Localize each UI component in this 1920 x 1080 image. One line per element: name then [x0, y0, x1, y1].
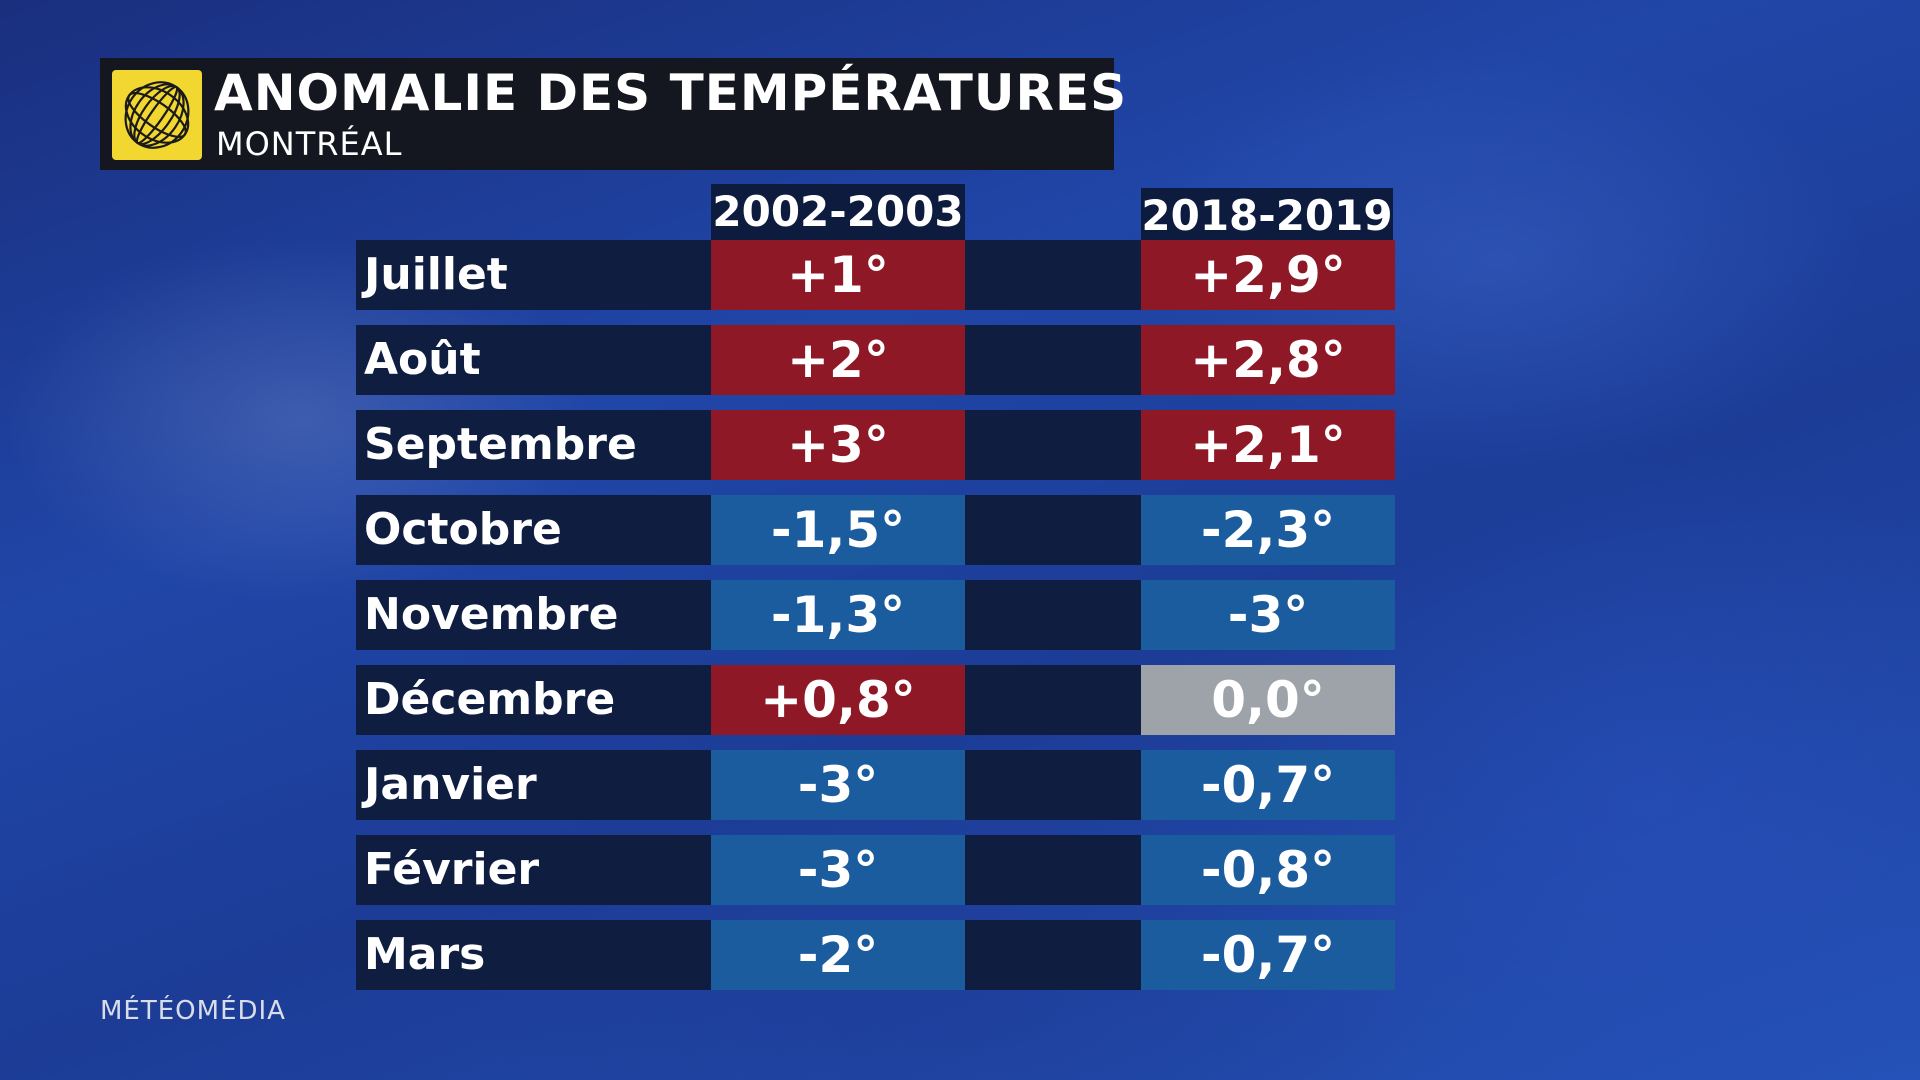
value-cell-2018-2019: -3°	[1141, 580, 1395, 650]
row-spacer	[965, 580, 1141, 650]
value-cell-2018-2019: +2,9°	[1141, 240, 1395, 310]
row-spacer	[965, 835, 1141, 905]
row-spacer	[965, 410, 1141, 480]
value-cell-2018-2019: -2,3°	[1141, 495, 1395, 565]
table-row: Novembre -1,3° -3°	[356, 580, 1395, 650]
value-cell-2018-2019: -0,7°	[1141, 750, 1395, 820]
value-cell-2002-2003: -3°	[711, 750, 965, 820]
value-cell-2002-2003: +3°	[711, 410, 965, 480]
month-label: Novembre	[356, 580, 711, 650]
title-banner	[100, 58, 1114, 170]
month-label: Août	[356, 325, 711, 395]
month-label: Février	[356, 835, 711, 905]
value-cell-2002-2003: +2°	[711, 325, 965, 395]
value-cell-2018-2019: +2,8°	[1141, 325, 1395, 395]
row-spacer	[965, 920, 1141, 990]
row-spacer	[965, 495, 1141, 565]
table-row: Décembre +0,8° 0,0°	[356, 665, 1395, 735]
column-header-2018-2019: 2018-2019	[1141, 188, 1393, 244]
chart-title: ANOMALIE DES TEMPÉRATURES	[214, 64, 1128, 122]
month-label: Janvier	[356, 750, 711, 820]
month-label: Décembre	[356, 665, 711, 735]
month-label: Mars	[356, 920, 711, 990]
table-row: Septembre +3° +2,1°	[356, 410, 1395, 480]
table-row: Mars -2° -0,7°	[356, 920, 1395, 990]
value-cell-2002-2003: -2°	[711, 920, 965, 990]
value-cell-2002-2003: +0,8°	[711, 665, 965, 735]
watermark: MÉTÉOMÉDIA	[100, 996, 286, 1026]
value-cell-2002-2003: -1,5°	[711, 495, 965, 565]
meteomedia-logo-icon	[112, 70, 202, 160]
value-cell-2018-2019: +2,1°	[1141, 410, 1395, 480]
row-spacer	[965, 240, 1141, 310]
row-spacer	[965, 325, 1141, 395]
table-row: Août +2° +2,8°	[356, 325, 1395, 395]
value-cell-2002-2003: -1,3°	[711, 580, 965, 650]
column-header-2002-2003: 2002-2003	[711, 184, 965, 240]
table-row: Février -3° -0,8°	[356, 835, 1395, 905]
value-cell-2018-2019: -0,8°	[1141, 835, 1395, 905]
value-cell-2002-2003: -3°	[711, 835, 965, 905]
value-cell-2018-2019: 0,0°	[1141, 665, 1395, 735]
table-row: Juillet +1° +2,9°	[356, 240, 1395, 310]
row-spacer	[965, 750, 1141, 820]
month-label: Juillet	[356, 240, 711, 310]
month-label: Octobre	[356, 495, 711, 565]
table-row: Octobre -1,5° -2,3°	[356, 495, 1395, 565]
value-cell-2018-2019: -0,7°	[1141, 920, 1395, 990]
value-cell-2002-2003: +1°	[711, 240, 965, 310]
chart-subtitle: MONTRÉAL	[216, 125, 403, 163]
month-label: Septembre	[356, 410, 711, 480]
table-row: Janvier -3° -0,7°	[356, 750, 1395, 820]
row-spacer	[965, 665, 1141, 735]
